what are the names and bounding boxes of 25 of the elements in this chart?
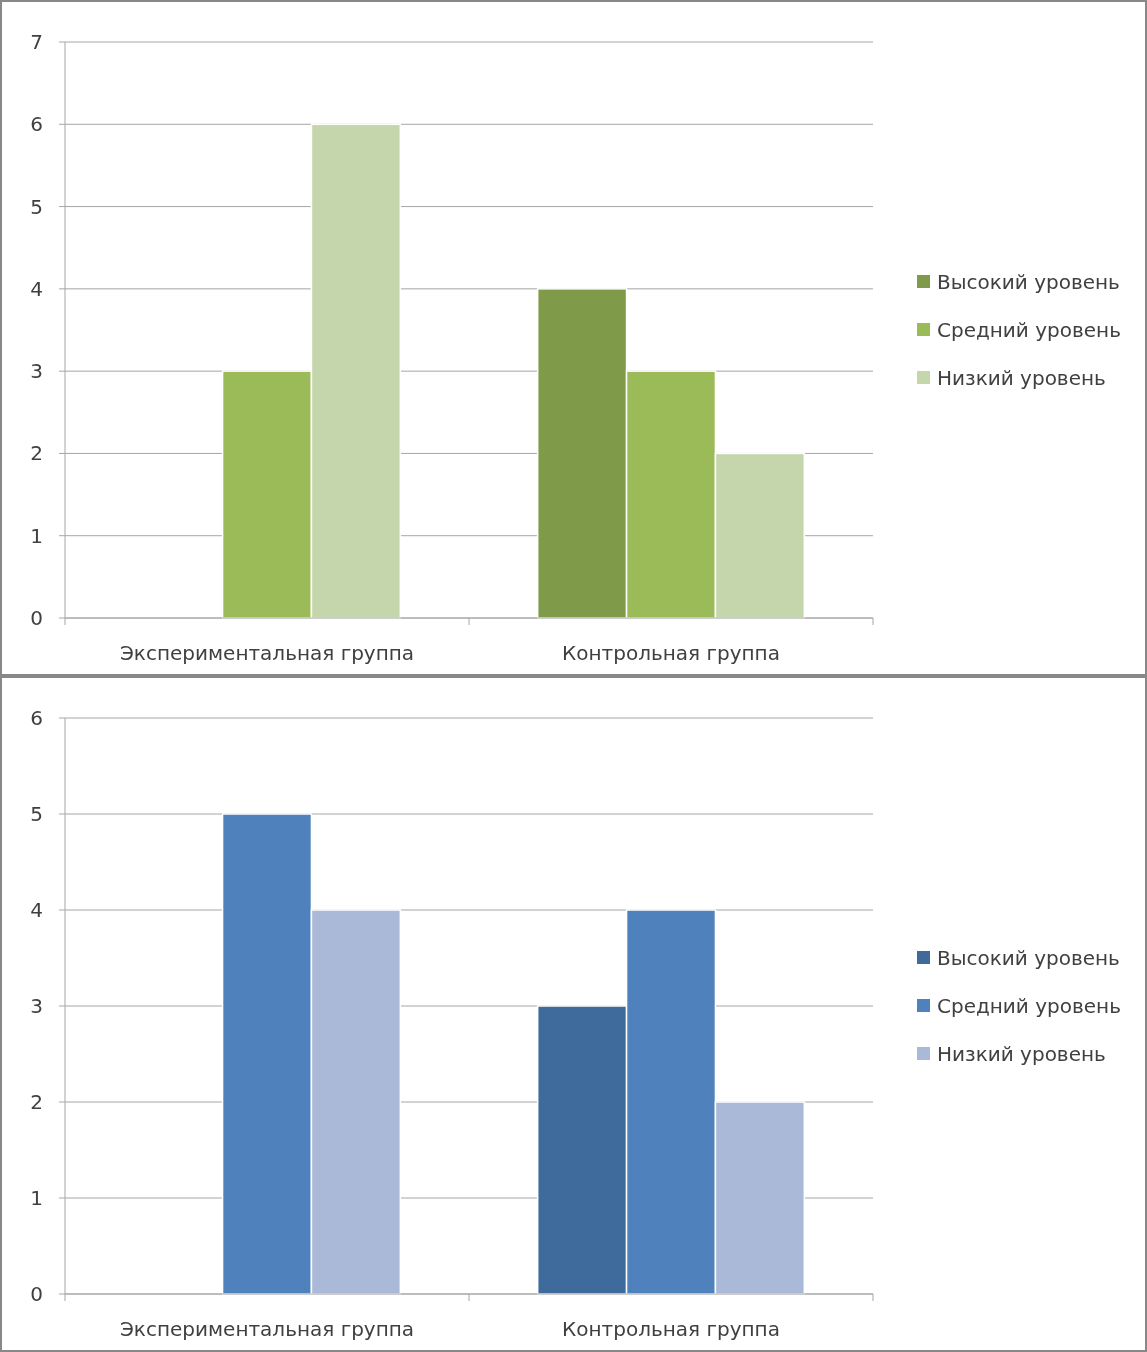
y-tick-label: 5	[30, 802, 43, 826]
y-tick-label: 6	[30, 706, 43, 730]
x-tick-label: Контрольная группа	[562, 1317, 780, 1341]
y-tick-label: 3	[30, 994, 43, 1018]
legend-label: Низкий уровень	[937, 1042, 1106, 1066]
legend-label: Высокий уровень	[937, 946, 1120, 970]
legend-label: Низкий уровень	[937, 366, 1106, 390]
y-tick-label: 0	[30, 1282, 43, 1306]
y-tick-label: 3	[30, 359, 43, 384]
y-tick-label: 7	[30, 30, 43, 54]
y-tick-label: 2	[30, 441, 43, 466]
x-tick-label: Экспериментальная группа	[119, 1317, 415, 1341]
y-tick-label: 2	[30, 1090, 43, 1114]
y-tick-label: 5	[30, 194, 43, 219]
x-tick-label: Контрольная группа	[562, 641, 780, 665]
y-tick-label: 6	[30, 112, 43, 137]
legend-label: Высокий уровень	[937, 270, 1120, 294]
y-tick-label: 4	[30, 898, 43, 922]
legend-label: Средний уровень	[937, 318, 1121, 342]
x-tick-label: Экспериментальная группа	[119, 641, 415, 665]
y-tick-label: 4	[30, 276, 43, 301]
legend-label: Средний уровень	[937, 994, 1121, 1018]
y-tick-label: 0	[30, 606, 43, 630]
y-tick-label: 1	[30, 523, 43, 548]
y-tick-label: 1	[30, 1186, 43, 1210]
